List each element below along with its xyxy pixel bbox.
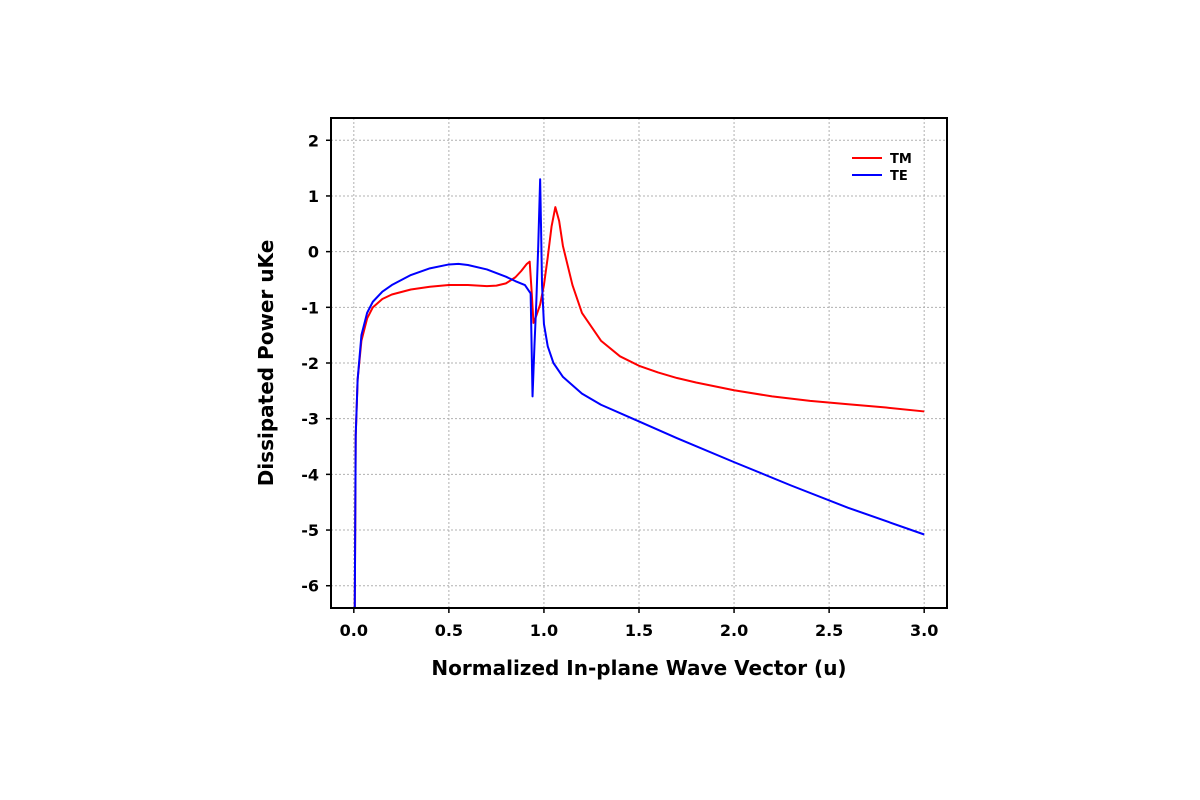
x-tick-label: 1.0 xyxy=(530,621,558,640)
x-tick-label: 2.5 xyxy=(815,621,843,640)
legend-label-te: TE xyxy=(890,169,908,184)
y-tick-label: 1 xyxy=(308,187,319,206)
x-tick-label: 2.0 xyxy=(720,621,748,640)
y-tick-label: -3 xyxy=(301,410,319,429)
x-tick-label: 0.5 xyxy=(435,621,463,640)
y-tick-label: -4 xyxy=(301,465,319,484)
x-tick-label: 3.0 xyxy=(910,621,938,640)
y-tick-label: -1 xyxy=(301,298,319,317)
y-tick-labels: -6 -5 -4 -3 -2 -1 0 1 2 xyxy=(301,131,319,595)
y-tick-label: 2 xyxy=(308,131,319,150)
y-tick-label: 0 xyxy=(308,243,319,262)
axis-ticks xyxy=(326,139,925,613)
series-line-te xyxy=(353,178,925,609)
x-tick-label: 0.0 xyxy=(340,621,368,640)
grid xyxy=(331,118,947,608)
x-axis-title: Normalized In-plane Wave Vector (u) xyxy=(431,656,846,680)
y-tick-label: -6 xyxy=(301,577,319,596)
legend: TM TE xyxy=(852,152,912,184)
y-axis-title: Dissipated Power uKe xyxy=(254,240,278,487)
y-tick-label: -5 xyxy=(301,521,319,540)
x-tick-labels: 0.0 0.5 1.0 1.5 2.0 2.5 3.0 xyxy=(340,621,939,640)
legend-label-tm: TM xyxy=(890,152,912,167)
x-tick-label: 1.5 xyxy=(625,621,653,640)
plot-series xyxy=(353,178,925,609)
y-tick-label: -2 xyxy=(301,354,319,373)
